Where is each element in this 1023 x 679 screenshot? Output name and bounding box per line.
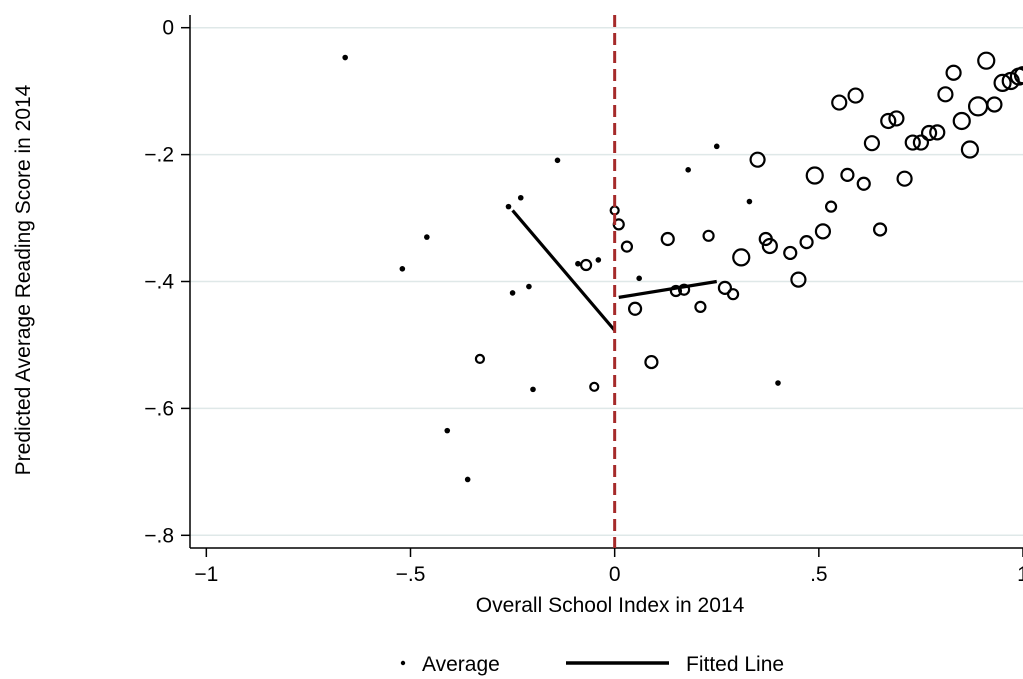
data-point-ring — [880, 112, 897, 130]
y-tick-label: −.6 — [144, 397, 174, 420]
data-point-ring — [912, 134, 930, 151]
data-point-ring — [986, 96, 1003, 113]
data-point-dot — [399, 266, 406, 272]
data-point-ring — [960, 140, 980, 159]
data-point-ring — [474, 353, 486, 365]
data-point-dot — [342, 54, 348, 61]
x-tick-label: −1 — [194, 563, 218, 586]
data-point-dot — [636, 275, 642, 282]
data-point-ring — [732, 248, 751, 267]
data-point-ring — [856, 176, 871, 191]
data-point-ring — [929, 124, 946, 141]
fitted-line-segment — [618, 279, 718, 299]
data-point-dot — [595, 257, 602, 263]
data-point-ring — [831, 94, 848, 111]
x-tick-label: −.5 — [396, 563, 426, 586]
y-tick-label: −.2 — [144, 144, 174, 167]
data-point-ring — [620, 240, 634, 253]
x-tick-label: .5 — [810, 563, 828, 586]
data-point-ring — [790, 271, 807, 288]
data-point-ring — [872, 222, 888, 237]
data-point-ring — [840, 167, 855, 182]
fitted-lines — [511, 209, 718, 332]
data-point-ring — [749, 151, 766, 168]
data-point-dot — [775, 380, 781, 386]
data-point-ring — [863, 135, 881, 152]
data-point-dot — [713, 143, 720, 150]
data-point-ring — [814, 223, 832, 240]
data-point-ring — [677, 283, 691, 296]
data-point-ring — [920, 124, 938, 142]
data-point-dot — [464, 476, 471, 483]
data-point-dot — [517, 194, 524, 201]
data-point-ring — [945, 64, 962, 81]
gridlines — [190, 26, 1023, 537]
x-tick-label: 1 — [1017, 563, 1023, 586]
data-point-ring — [783, 245, 798, 261]
data-point-ring — [993, 73, 1012, 92]
tick-labels: 0 −.2 −.4 −.6 −.8 −1 −.5 0 .5 1 — [144, 17, 1023, 586]
y-axis-title: Predicted Average Reading Score in 2014 — [12, 84, 35, 475]
data-point-ring — [702, 229, 715, 242]
data-point-dot — [554, 157, 561, 164]
data-point-dot — [444, 427, 451, 434]
data-point-ring — [937, 86, 954, 103]
data-point-ring — [1013, 66, 1023, 85]
data-point-ring — [717, 280, 733, 295]
data-point-ring — [579, 258, 593, 272]
data-point-ring — [888, 110, 905, 127]
data-point-ring — [824, 200, 838, 213]
data-point-dot — [424, 234, 430, 240]
y-tick-label: −.4 — [144, 271, 174, 294]
data-point-ring — [952, 111, 971, 131]
data-point-ring — [799, 235, 814, 250]
data-point-ring — [669, 284, 683, 298]
data-point-dot — [509, 290, 516, 296]
data-point-ring — [761, 237, 778, 255]
fitted-line-segment — [511, 209, 616, 332]
data-point-ring — [896, 170, 913, 187]
data-point-ring — [644, 354, 659, 370]
data-point-ring — [977, 51, 996, 70]
data-point-dot — [505, 203, 512, 210]
data-point-ring — [904, 134, 921, 151]
legend-dot-marker — [400, 660, 406, 666]
legend: Average Fitted Line — [400, 653, 784, 676]
legend-label-average: Average — [422, 653, 500, 676]
data-point-dot — [746, 198, 753, 205]
data-point-ring — [726, 288, 740, 301]
data-marks — [342, 51, 1023, 483]
legend-label-fitted-line: Fitted Line — [686, 653, 784, 676]
data-point-ring — [847, 87, 864, 104]
axes — [181, 15, 1023, 557]
y-tick-label: 0 — [162, 17, 174, 40]
data-point-ring — [694, 300, 707, 313]
y-tick-label: −.8 — [144, 524, 174, 547]
data-point-ring — [967, 96, 989, 117]
data-point-ring — [805, 166, 824, 185]
x-tick-label: 0 — [609, 563, 621, 586]
data-point-ring — [627, 301, 643, 316]
data-point-dot — [526, 283, 532, 290]
data-point-ring — [660, 231, 675, 247]
data-point-ring — [589, 381, 600, 392]
data-point-dot — [530, 386, 536, 393]
data-point-dot — [685, 167, 691, 173]
x-axis-title: Overall School Index in 2014 — [476, 594, 745, 617]
data-point-dot — [575, 260, 581, 267]
